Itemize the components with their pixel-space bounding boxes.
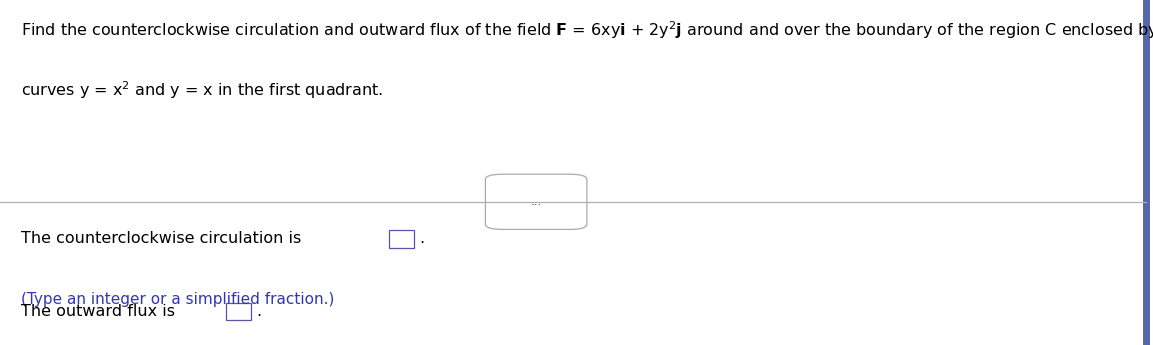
Text: (Type an integer or a simplified fraction.): (Type an integer or a simplified fractio… <box>21 292 334 306</box>
Text: .: . <box>256 304 262 318</box>
Text: The counterclockwise circulation is: The counterclockwise circulation is <box>21 231 307 246</box>
Text: Find the counterclockwise circulation and outward flux of the field $\mathbf{F}$: Find the counterclockwise circulation an… <box>21 19 1153 41</box>
FancyBboxPatch shape <box>226 303 251 320</box>
FancyBboxPatch shape <box>389 230 414 248</box>
FancyBboxPatch shape <box>485 174 587 229</box>
Text: .: . <box>419 231 424 246</box>
Text: ...: ... <box>530 195 542 208</box>
Text: curves y = x$^2$ and y = x in the first quadrant.: curves y = x$^2$ and y = x in the first … <box>21 79 383 101</box>
Text: The outward flux is: The outward flux is <box>21 304 180 318</box>
